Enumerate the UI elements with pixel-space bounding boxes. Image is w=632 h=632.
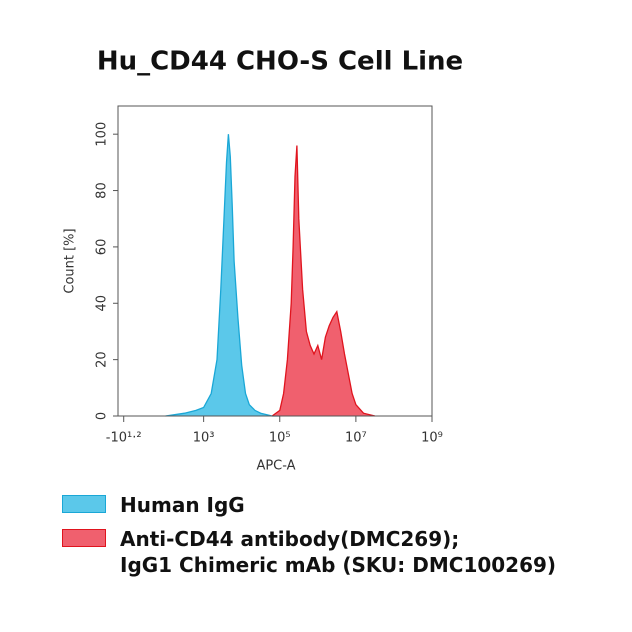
x-tick-label: 10⁹ [421, 431, 443, 446]
y-tick-label: 60 [95, 239, 110, 256]
chart-title: Hu_CD44 CHO-S Cell Line [97, 47, 463, 77]
histogram-area [165, 134, 280, 416]
histogram-outline [271, 145, 376, 417]
histogram-area [272, 145, 375, 416]
y-tick-label: 0 [95, 412, 110, 420]
legend-item: Anti-CD44 antibody(DMC269); IgG1 Chimeri… [62, 526, 556, 578]
y-tick-label: 20 [95, 351, 110, 368]
x-axis-label: APC-A [256, 459, 295, 474]
legend-label: Anti-CD44 antibody(DMC269); IgG1 Chimeri… [120, 527, 557, 577]
y-tick-label: 100 [95, 122, 110, 147]
plot-frame [117, 105, 433, 417]
x-tick-label: 10⁷ [345, 431, 367, 446]
legend-label: Human IgG [120, 493, 245, 517]
x-tick-label: 10³ [193, 431, 215, 446]
x-tick-label: -10¹·² [106, 431, 142, 446]
legend-item: Human IgG [62, 492, 556, 518]
y-axis-label: Count [%] [63, 228, 78, 293]
legend: Human IgG Anti-CD44 antibody(DMC269); IgG… [62, 492, 556, 586]
legend-swatch [62, 529, 106, 547]
x-tick-label: 10⁵ [269, 431, 291, 446]
y-tick-label: 40 [95, 295, 110, 312]
legend-swatch [62, 495, 106, 513]
y-tick-label: 80 [95, 182, 110, 199]
chart: Hu_CD44 CHO-S Cell Line APC-A Count [%] … [63, 47, 464, 474]
histogram-outline [165, 134, 280, 417]
